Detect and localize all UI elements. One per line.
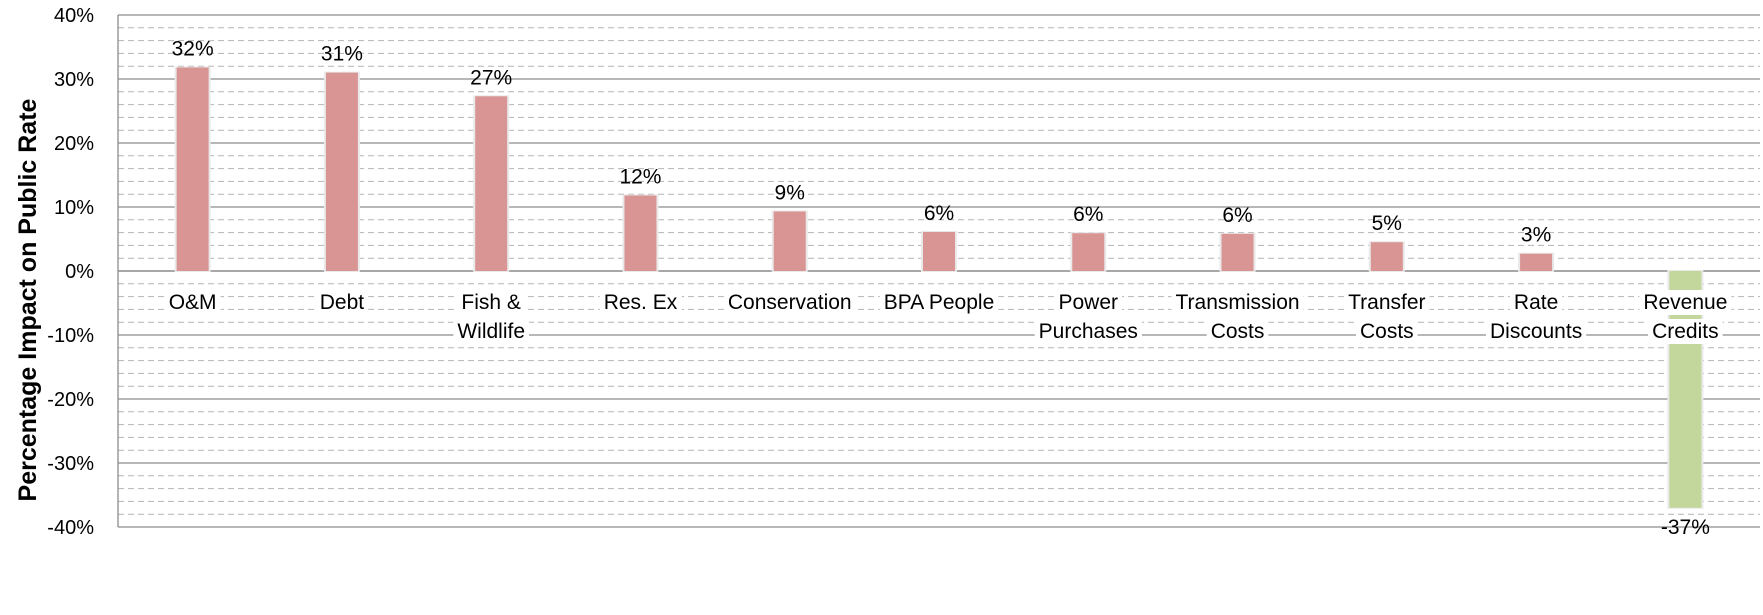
y-tick-label: 0% [65, 261, 94, 283]
y-axis-label: Percentage Impact on Public Rate [14, 98, 42, 501]
category-label: Purchases [1039, 320, 1138, 343]
data-label: 9% [775, 181, 805, 204]
category-label: Costs [1211, 320, 1265, 343]
data-label: 5% [1372, 212, 1402, 235]
category-label-bg [315, 290, 369, 315]
y-tick-label: 10% [54, 197, 94, 219]
data-label: 6% [924, 202, 954, 225]
category-labels: O&M Debt Fish & Wildlife Res. Ex Conservation… [164, 290, 1732, 344]
category-label-bg [1344, 290, 1430, 315]
y-tick-label: -10% [47, 325, 94, 347]
y-tick-label: 20% [54, 133, 94, 155]
category-label-bg [1206, 319, 1269, 344]
bar [325, 72, 358, 271]
category-label: BPA People [884, 291, 995, 314]
bar [176, 67, 209, 271]
category-label-bg [1485, 319, 1587, 344]
category-label-bg [1034, 319, 1142, 344]
category-label-bg [723, 290, 856, 315]
y-tick-label: 40% [54, 5, 94, 27]
category-label: Power [1059, 291, 1119, 314]
category-label: Fish & [461, 291, 521, 314]
category-label-bg [1648, 319, 1723, 344]
category-label-bg [1509, 290, 1563, 315]
data-label: 27% [470, 66, 512, 89]
bar [1072, 233, 1105, 271]
data-label: 32% [172, 37, 214, 60]
y-tick-label: 30% [54, 69, 94, 91]
category-label-bg [1054, 290, 1123, 315]
data-label: 6% [1222, 204, 1252, 227]
data-label: 3% [1521, 224, 1551, 247]
y-axis-ticks: 40% 30% 20% 10% 0% -10% -20% -30% -40% [47, 5, 94, 539]
category-label: Wildlife [457, 320, 525, 343]
category-label-bg [879, 290, 999, 315]
category-label: Costs [1360, 320, 1414, 343]
category-label-bg [457, 290, 525, 315]
y-tick-label: -40% [47, 517, 94, 539]
bars [174, 66, 1704, 509]
data-label: -37% [1661, 516, 1710, 539]
category-label: O&M [169, 291, 217, 314]
category-label-bg [599, 290, 682, 315]
bar [624, 195, 657, 271]
category-label: Revenue [1643, 291, 1727, 314]
category-label: Conservation [728, 291, 852, 314]
data-label: 12% [619, 165, 661, 188]
category-label-bg [1639, 290, 1732, 315]
bar [1370, 242, 1403, 271]
data-label: 6% [1073, 203, 1103, 226]
category-label-bg [164, 290, 221, 315]
y-tick-label: -30% [47, 453, 94, 475]
bar [773, 211, 806, 271]
category-label: Transfer [1348, 291, 1425, 314]
category-label-bg [453, 319, 530, 344]
category-label: Credits [1652, 320, 1719, 343]
category-label: Debt [320, 291, 365, 314]
bar [475, 96, 508, 271]
bar [1520, 253, 1553, 271]
category-label: Res. Ex [604, 291, 678, 314]
data-labels: 32% 31% 27% 12% 9% 6% 6% 6% 5% 3% -37% [172, 37, 1710, 538]
bar [923, 231, 955, 271]
category-label: Discounts [1490, 320, 1582, 343]
category-label-bg [1171, 290, 1304, 315]
bar [1221, 233, 1254, 271]
data-label: 31% [321, 43, 363, 66]
y-tick-label: -20% [47, 389, 94, 411]
category-label-bg [1355, 319, 1418, 344]
category-label: Transmission [1175, 291, 1299, 314]
category-label: Rate [1514, 291, 1558, 314]
